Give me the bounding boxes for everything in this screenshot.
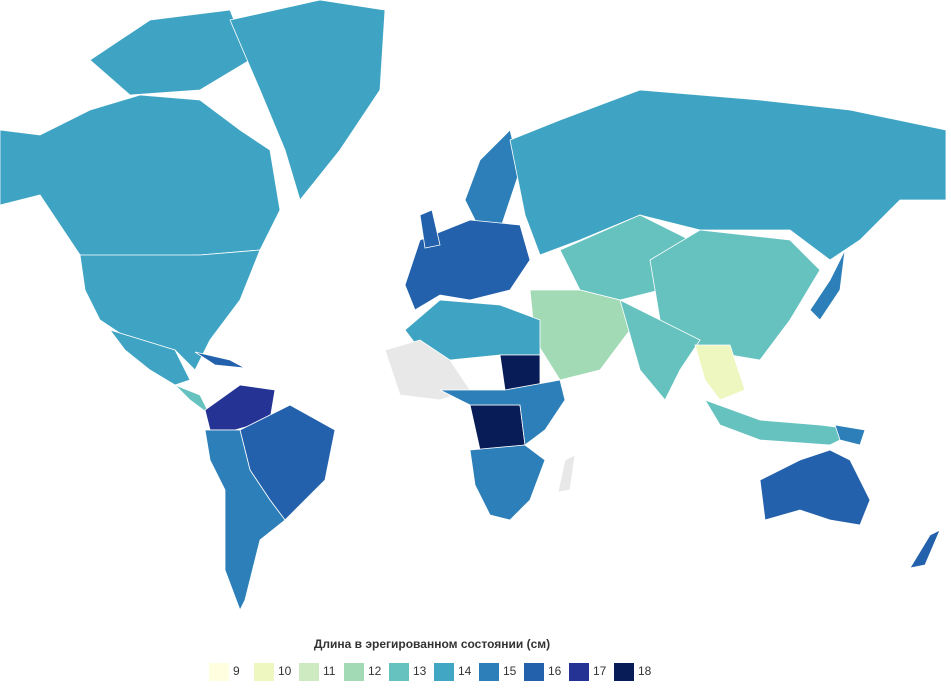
legend-label: 12 xyxy=(368,664,382,678)
russia xyxy=(509,89,947,261)
legend-title: Длина в эрегированном состоянии (см) xyxy=(314,637,550,651)
world-map xyxy=(0,0,947,611)
legend-label: 14 xyxy=(458,664,472,678)
legend-swatch xyxy=(434,663,454,681)
greenland xyxy=(229,0,386,201)
legend-swatch xyxy=(389,663,409,681)
new-zealand xyxy=(909,529,941,569)
legend-swatch xyxy=(209,663,229,681)
legend-label: 13 xyxy=(413,664,427,678)
legend-swatch xyxy=(299,663,319,681)
japan xyxy=(809,249,846,321)
legend-label: 10 xyxy=(278,664,292,678)
new-guinea xyxy=(834,424,866,446)
legend-swatch xyxy=(524,663,544,681)
legend-label: 11 xyxy=(323,664,336,678)
east-africa xyxy=(439,379,566,446)
cuba xyxy=(194,351,246,369)
central-africa xyxy=(469,404,526,451)
madagascar xyxy=(557,454,576,493)
indonesia xyxy=(704,399,862,446)
west-south-america xyxy=(204,429,286,611)
legend-label: 16 xyxy=(548,664,562,678)
canada xyxy=(0,94,281,259)
southeast-asia xyxy=(694,344,746,401)
arctic-islands xyxy=(89,9,251,96)
legend-label: 18 xyxy=(638,664,652,678)
legend: 9 10 11 12 13 14 15 16 17 18 xyxy=(209,663,652,681)
legend-swatch xyxy=(614,663,634,681)
legend-swatch xyxy=(344,663,364,681)
legend-swatch xyxy=(479,663,499,681)
legend-label: 9 xyxy=(233,664,240,678)
usa xyxy=(79,249,261,371)
middle-east xyxy=(529,289,631,381)
legend-label: 15 xyxy=(503,664,517,678)
uk xyxy=(419,209,441,249)
india xyxy=(619,299,701,401)
australia xyxy=(759,449,871,526)
legend-swatch xyxy=(569,663,589,681)
southern-africa xyxy=(469,444,546,521)
legend-swatch xyxy=(254,663,274,681)
legend-label: 17 xyxy=(593,664,607,678)
